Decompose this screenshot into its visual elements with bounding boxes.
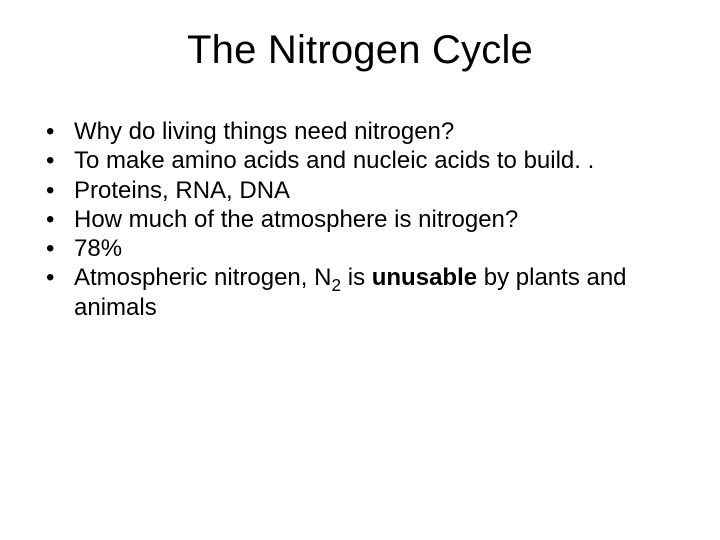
bullet-list: •Why do living things need nitrogen?•To … — [44, 117, 676, 322]
list-item: •Why do living things need nitrogen? — [44, 117, 676, 146]
slide: The Nitrogen Cycle •Why do living things… — [0, 0, 720, 540]
bullet-marker-icon: • — [44, 205, 74, 234]
list-item: •How much of the atmosphere is nitrogen? — [44, 205, 676, 234]
bullet-text: Why do living things need nitrogen? — [74, 117, 676, 146]
list-item: •To make amino acids and nucleic acids t… — [44, 146, 676, 175]
bullet-text: To make amino acids and nucleic acids to… — [74, 146, 676, 175]
list-item: •Atmospheric nitrogen, N2 is unusable by… — [44, 263, 676, 322]
bullet-text: Proteins, RNA, DNA — [74, 176, 676, 205]
bullet-marker-icon: • — [44, 263, 74, 292]
bullet-marker-icon: • — [44, 176, 74, 205]
bullet-marker-icon: • — [44, 117, 74, 146]
bullet-text: How much of the atmosphere is nitrogen? — [74, 205, 676, 234]
bullet-marker-icon: • — [44, 146, 74, 175]
slide-title: The Nitrogen Cycle — [44, 28, 676, 73]
bullet-marker-icon: • — [44, 234, 74, 263]
list-item: •78% — [44, 234, 676, 263]
list-item: •Proteins, RNA, DNA — [44, 176, 676, 205]
bullet-text: Atmospheric nitrogen, N2 is unusable by … — [74, 263, 676, 322]
bullet-text: 78% — [74, 234, 676, 263]
